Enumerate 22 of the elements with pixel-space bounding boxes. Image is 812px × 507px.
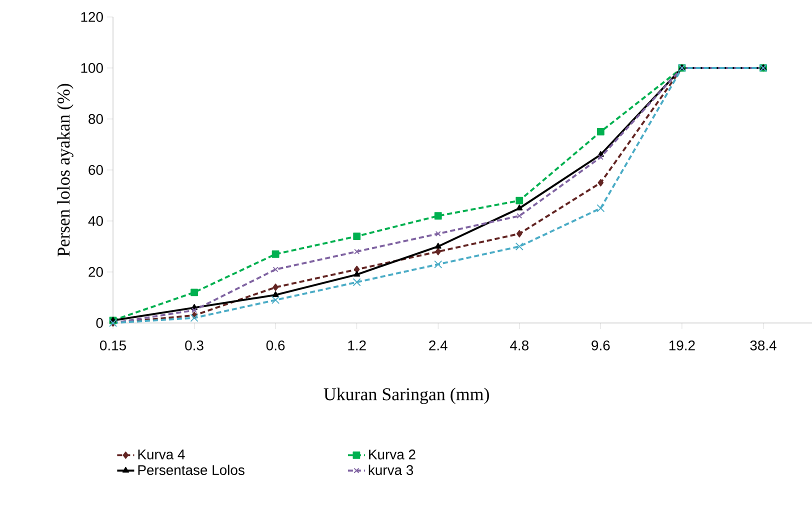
x-tick-label: 0.15 — [100, 340, 126, 350]
x-tick-label: 38.4 — [750, 340, 776, 350]
y-tick-label: 40 — [88, 216, 103, 226]
x-axis-title: Ukuran Saringan (mm) — [324, 388, 489, 404]
y-tick-label: 80 — [88, 114, 103, 124]
x-tick-label: 0.6 — [266, 340, 285, 350]
x-tick-label: 1.2 — [348, 340, 366, 350]
x-tick-label: 4.8 — [510, 340, 528, 350]
y-tick-label: 120 — [81, 12, 103, 22]
y-tick-label: 0 — [96, 318, 103, 328]
y-tick-label: 100 — [81, 63, 103, 73]
legend-label: Persentase Lolos — [138, 464, 244, 476]
y-axis-title: Persen lolos ayakan (%) — [57, 84, 74, 256]
legend-label: Kurva 2 — [369, 450, 416, 460]
legend-label: kurva 3 — [368, 464, 414, 476]
x-tick-label: 0.3 — [185, 340, 204, 350]
x-tick-label: 2.4 — [429, 340, 448, 350]
x-tick-label: 19.2 — [669, 340, 695, 350]
y-tick-label: 20 — [88, 267, 103, 277]
x-tick-label: 9.6 — [592, 340, 610, 350]
legend-label: Kurva 4 — [138, 450, 185, 460]
y-tick-label: 60 — [88, 165, 103, 175]
